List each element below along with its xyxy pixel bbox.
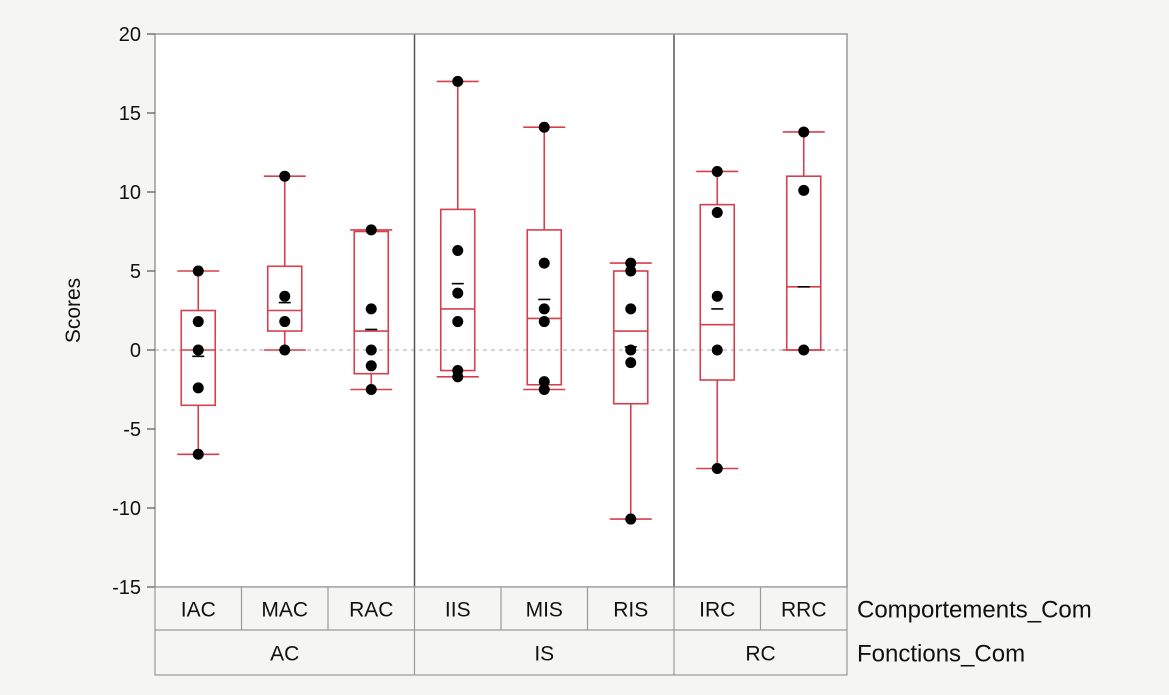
x-level2-variable-name: Fonctions_Com [857, 641, 1025, 668]
data-point [279, 316, 291, 328]
data-point [365, 303, 377, 315]
y-tick-label: 5 [130, 261, 141, 283]
data-point [625, 265, 637, 277]
data-point [625, 257, 637, 269]
data-point [538, 384, 550, 395]
data-point [798, 126, 810, 138]
y-tick-label: -15 [112, 577, 141, 599]
category-label: RIS [613, 599, 648, 622]
data-point [192, 448, 204, 460]
data-point [625, 513, 637, 525]
y-tick-label: 0 [130, 340, 141, 362]
data-point [798, 344, 810, 356]
data-point [538, 316, 550, 328]
plot-area [155, 34, 847, 587]
data-point [365, 360, 377, 372]
data-point [711, 344, 723, 356]
category-label: MIS [526, 599, 563, 622]
y-axis-title: Scores [62, 278, 85, 343]
box-IAC [180, 309, 217, 407]
box-IRC [699, 203, 736, 381]
data-point [365, 384, 377, 395]
category-label: RAC [349, 599, 393, 622]
data-point [452, 287, 464, 299]
data-point [625, 357, 637, 369]
category-label: RRC [781, 599, 827, 622]
data-point [798, 184, 810, 196]
data-point [452, 316, 464, 328]
y-tick-label: -10 [112, 498, 141, 520]
y-tick-label: 10 [119, 182, 141, 204]
category-label: IIS [445, 599, 471, 622]
data-point [192, 344, 204, 356]
group-label: AC [270, 643, 299, 666]
x-level1-variable-name: Comportements_Com [857, 597, 1092, 624]
group-label: IS [534, 643, 554, 666]
y-tick-label: 15 [119, 103, 141, 125]
data-point [279, 344, 291, 356]
data-point [365, 344, 377, 356]
group-label: RC [745, 643, 775, 666]
data-point [711, 290, 723, 302]
data-point [711, 207, 723, 219]
data-point [625, 303, 637, 315]
data-point [711, 463, 723, 474]
data-point [452, 75, 464, 87]
category-label: MAC [261, 599, 308, 622]
data-point [192, 265, 204, 277]
category-label: IAC [181, 599, 216, 622]
data-point [365, 224, 377, 236]
y-tick-label: -5 [123, 419, 141, 441]
data-point [192, 316, 204, 328]
data-point [625, 344, 637, 356]
category-label: IRC [699, 599, 735, 622]
data-point [711, 165, 723, 177]
data-point [538, 257, 550, 269]
y-tick-label: 20 [119, 24, 141, 46]
data-point [279, 170, 291, 182]
box-MAC [266, 265, 303, 332]
data-point [538, 376, 550, 388]
data-point [538, 121, 550, 133]
data-point [538, 303, 550, 315]
data-point [279, 290, 291, 302]
data-point [452, 371, 464, 383]
data-point [192, 382, 204, 394]
data-point [452, 244, 464, 256]
